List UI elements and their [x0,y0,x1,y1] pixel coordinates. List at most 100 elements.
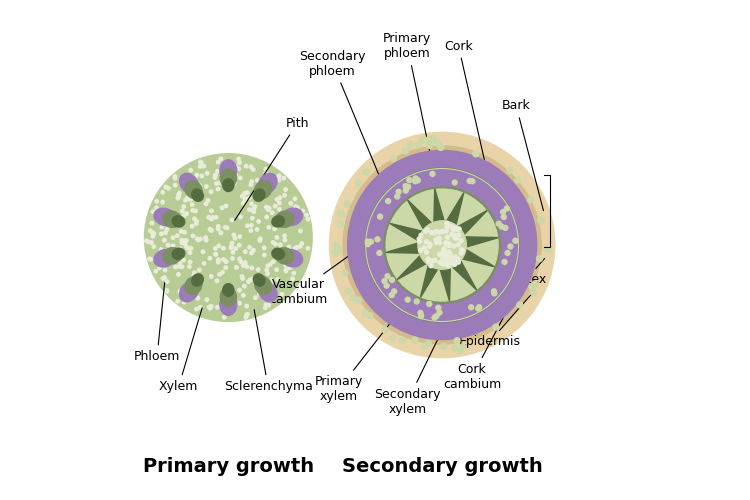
Ellipse shape [163,248,182,264]
Circle shape [245,191,249,194]
Polygon shape [387,190,497,300]
Circle shape [448,224,452,228]
Circle shape [264,171,268,174]
Circle shape [214,252,217,256]
Circle shape [270,180,274,184]
Circle shape [450,260,454,264]
Circle shape [249,165,253,168]
Circle shape [295,246,298,249]
Circle shape [225,226,229,230]
Circle shape [152,232,155,235]
Text: Xylem: Xylem [159,308,203,393]
Circle shape [147,240,150,244]
Circle shape [363,169,369,175]
Circle shape [306,246,310,250]
Circle shape [209,228,212,231]
Circle shape [242,264,245,267]
Circle shape [169,248,172,252]
Circle shape [437,252,442,256]
Circle shape [277,176,280,180]
Circle shape [210,228,213,232]
Circle shape [256,268,260,272]
Text: Bark: Bark [502,100,544,210]
Circle shape [430,230,433,234]
Circle shape [250,266,254,270]
Circle shape [265,285,268,288]
Circle shape [536,256,542,262]
Circle shape [235,266,238,269]
Circle shape [193,274,196,277]
Circle shape [345,288,351,294]
Circle shape [441,230,445,234]
Circle shape [250,180,254,184]
Circle shape [152,245,155,248]
Circle shape [156,208,160,212]
Circle shape [224,307,228,310]
Circle shape [199,238,202,241]
Circle shape [211,216,214,219]
Circle shape [238,257,242,260]
Text: Secondary
phloem: Secondary phloem [299,50,379,174]
Circle shape [284,269,288,272]
Circle shape [377,250,382,256]
Circle shape [408,142,414,148]
Circle shape [356,297,362,303]
Circle shape [215,279,219,282]
Circle shape [178,264,181,268]
Ellipse shape [254,189,265,201]
Circle shape [238,302,242,305]
Text: Primary
phloem: Primary phloem [383,32,431,154]
Circle shape [243,192,247,195]
Circle shape [160,200,164,204]
Circle shape [202,164,206,168]
Circle shape [214,252,217,256]
Circle shape [434,240,439,244]
Circle shape [165,280,169,283]
Circle shape [214,216,217,219]
Circle shape [447,250,451,254]
Circle shape [205,185,208,188]
Ellipse shape [172,248,184,260]
Ellipse shape [486,169,499,182]
Circle shape [245,304,248,308]
Circle shape [403,184,408,188]
Circle shape [365,168,519,322]
Circle shape [216,188,220,191]
Circle shape [442,252,446,256]
Circle shape [344,201,350,207]
Circle shape [280,292,284,296]
Circle shape [267,226,271,229]
Circle shape [160,248,163,252]
Circle shape [419,234,423,237]
Circle shape [276,251,280,254]
Circle shape [278,248,281,251]
Circle shape [204,236,207,240]
Circle shape [424,240,428,244]
Circle shape [244,314,248,317]
Circle shape [224,161,226,164]
Circle shape [243,197,247,200]
Circle shape [238,244,241,247]
Circle shape [238,161,242,164]
Circle shape [427,244,432,248]
Circle shape [258,238,262,242]
Circle shape [389,292,394,298]
Circle shape [219,157,223,160]
Circle shape [507,168,513,173]
Circle shape [265,268,268,272]
Circle shape [301,209,304,212]
Circle shape [264,182,268,186]
Circle shape [400,338,406,344]
Circle shape [217,160,220,164]
Circle shape [412,337,418,343]
Circle shape [493,324,499,330]
Circle shape [437,230,442,234]
Circle shape [210,217,214,220]
Circle shape [213,176,217,180]
Circle shape [230,162,232,166]
Circle shape [445,258,449,262]
Circle shape [427,260,430,264]
Ellipse shape [163,211,182,228]
Circle shape [283,194,286,197]
Circle shape [252,207,256,210]
